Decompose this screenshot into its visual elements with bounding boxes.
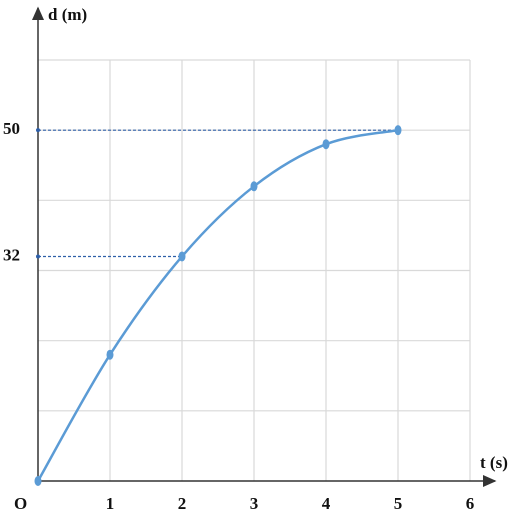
- x-tick-label: 2: [178, 494, 187, 513]
- x-tick-label: 6: [466, 494, 475, 513]
- x-tick-label: 5: [394, 494, 403, 513]
- point: [106, 349, 114, 360]
- x-tick-label: 3: [250, 494, 259, 513]
- point: [178, 251, 186, 262]
- y-tick-label: 50: [3, 119, 20, 138]
- point: [394, 125, 402, 136]
- x-tick-label: 4: [322, 494, 331, 513]
- y-tick-label: 32: [3, 245, 20, 264]
- line: [36, 128, 399, 482]
- y-axis-label: d (m): [48, 5, 87, 24]
- grid: [38, 59, 471, 481]
- x-tick-label: 1: [106, 494, 115, 513]
- x-axis-label: t (s): [480, 453, 508, 472]
- origin-label: O: [14, 494, 27, 513]
- point: [250, 181, 258, 192]
- point: [34, 476, 42, 486]
- point: [322, 139, 330, 150]
